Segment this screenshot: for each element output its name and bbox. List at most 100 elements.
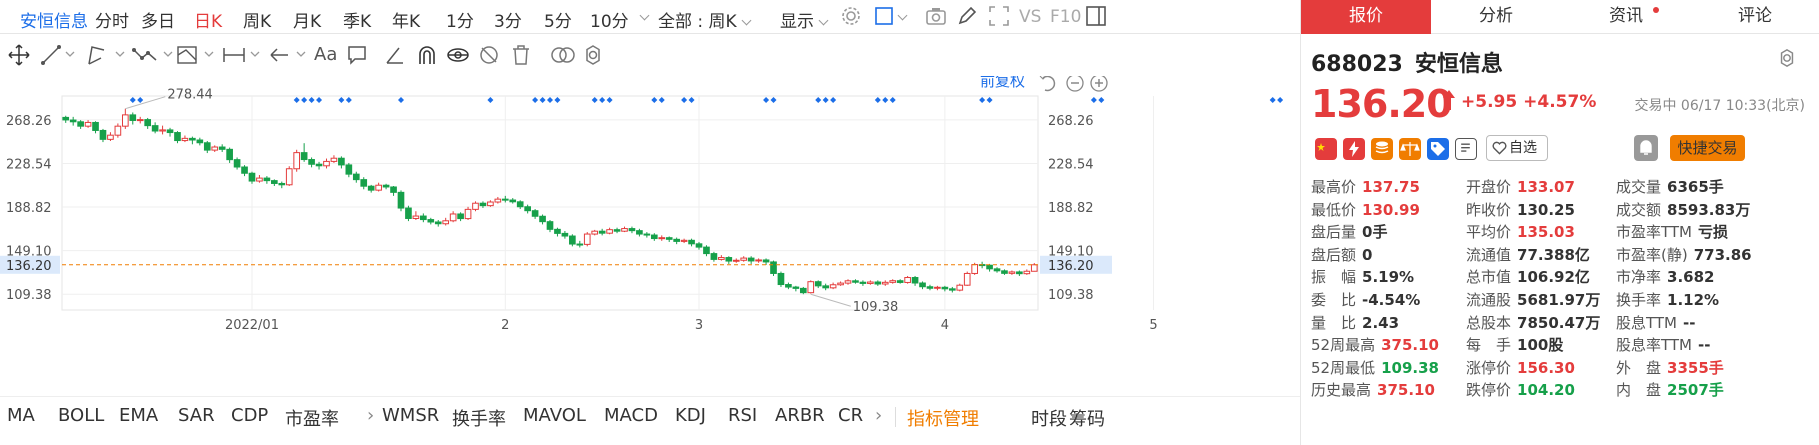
candle [732, 258, 740, 263]
indicator-5[interactable]: 市盈率 [285, 409, 339, 430]
hide-icon[interactable] [478, 44, 500, 66]
period-tab-monthly[interactable]: 月K [293, 12, 322, 32]
candle [755, 258, 762, 263]
period-tab-intraday[interactable]: 分时 [95, 12, 129, 32]
period-tab-daily[interactable]: 日K [194, 12, 223, 32]
period-tab-10min[interactable]: 10分 [590, 12, 629, 32]
indicator-8[interactable]: MAVOL [523, 405, 586, 426]
quick-trade-button[interactable]: 快捷交易 [1670, 135, 1745, 161]
chart-grid [61, 95, 1154, 311]
candle [226, 147, 233, 163]
quote-cell: 振 幅 5.19% [1311, 266, 1414, 290]
zoom-out-icon[interactable] [1066, 76, 1084, 92]
square-dropdown-caret[interactable] [893, 7, 908, 27]
tab-news[interactable]: 资讯 [1609, 6, 1643, 26]
vs-button[interactable]: VS [1019, 7, 1042, 27]
period-tab-weekly[interactable]: 周K [243, 12, 272, 32]
database-icon[interactable] [1371, 138, 1393, 160]
indicator-manager-button[interactable]: 指标管理 [907, 409, 979, 430]
gear-icon[interactable] [1777, 48, 1797, 68]
text-icon[interactable]: Aa [314, 44, 338, 65]
indicator-4[interactable]: CDP [231, 405, 269, 426]
indicator-scroll-caret[interactable]: › [367, 405, 375, 426]
all-period-dropdown[interactable]: 全部 : 周K [658, 7, 752, 32]
candle [174, 131, 181, 144]
camera-icon[interactable] [925, 5, 947, 27]
stock-name-link[interactable]: 安恒信息 [20, 12, 88, 32]
period-tab-multiday[interactable]: 多日 [141, 12, 175, 32]
quote-cell: 最高价 137.75 [1311, 176, 1420, 200]
compare-icon[interactable] [550, 44, 576, 66]
eye-icon[interactable] [446, 44, 470, 66]
candle [926, 284, 934, 291]
indicator-10[interactable]: KDJ [675, 405, 706, 426]
candle [285, 166, 293, 186]
event-marker [539, 97, 546, 103]
china-flag-icon[interactable] [1315, 138, 1337, 160]
indicator-bar: MA BOLL EMA SAR CDP 市盈率 WMSR 换手率 MAVOL MACD KDJ RSI… [0, 396, 1300, 436]
channel-icon[interactable] [86, 44, 126, 66]
quote-cell: 每 手 100股 [1466, 334, 1563, 358]
lightning-icon[interactable] [1343, 138, 1365, 160]
indicator-2[interactable]: EMA [119, 405, 159, 426]
quote-label: 股息率TTM [1616, 336, 1693, 355]
square-icon[interactable] [873, 5, 895, 27]
settings-icon[interactable] [582, 44, 604, 66]
comment-icon[interactable] [346, 44, 368, 66]
adjust-mode-button[interactable]: 前复权 [980, 76, 1025, 90]
tab-analysis[interactable]: 分析 [1479, 6, 1513, 26]
fullscreen-icon[interactable] [988, 5, 1010, 27]
indicator-next-caret[interactable]: › [875, 405, 883, 426]
candle [807, 280, 815, 294]
wave-icon[interactable] [132, 44, 174, 66]
zoom-in-icon[interactable] [1090, 76, 1108, 92]
price-tick-label: 109.38 [1048, 288, 1094, 303]
candle [621, 226, 628, 233]
pencil-icon[interactable] [956, 5, 978, 27]
indicator-13[interactable]: CR [838, 405, 864, 426]
quote-label: 每 手 [1466, 336, 1512, 355]
line-icon[interactable] [40, 44, 76, 66]
indicator-6[interactable]: WMSR [382, 405, 440, 426]
scale-icon[interactable] [1399, 138, 1421, 160]
period-tab-yearly[interactable]: 年K [392, 12, 421, 32]
candle [390, 185, 397, 196]
ruler-icon[interactable] [384, 44, 406, 66]
period-tab-3min[interactable]: 3分 [494, 12, 522, 32]
panel-toggle-icon[interactable] [1085, 5, 1107, 27]
indicator-9[interactable]: MACD [604, 405, 658, 426]
indicator-11[interactable]: RSI [728, 405, 758, 426]
undo-icon[interactable] [1039, 76, 1056, 92]
arrow-icon[interactable] [268, 44, 308, 66]
event-marker [532, 97, 539, 103]
tab-quote[interactable]: 报价 [1301, 0, 1431, 34]
period-more-caret[interactable] [635, 7, 650, 27]
note-icon[interactable] [1455, 138, 1477, 160]
candle [904, 275, 911, 284]
chip-distribution-button[interactable]: 筹码 [1069, 409, 1105, 430]
period-tab-5min[interactable]: 5分 [544, 12, 572, 32]
indicator-12[interactable]: ARBR [775, 405, 825, 426]
session-button[interactable]: 时段 [1031, 409, 1067, 430]
indicator-3[interactable]: SAR [178, 405, 215, 426]
bell-icon[interactable] [1634, 135, 1658, 161]
magnet-icon[interactable] [416, 44, 438, 66]
indicator-7[interactable]: 换手率 [452, 409, 506, 430]
period-tab-quarterly[interactable]: 季K [343, 12, 372, 32]
candle [256, 175, 263, 183]
f10-button[interactable]: F10 [1050, 7, 1082, 27]
indicator-1[interactable]: BOLL [58, 405, 105, 426]
measure-icon[interactable] [222, 44, 262, 66]
period-tab-1min[interactable]: 1分 [446, 12, 474, 32]
display-dropdown[interactable]: 显示 [780, 7, 829, 32]
gear-icon[interactable] [840, 5, 862, 27]
indicator-0[interactable]: MA [7, 405, 35, 426]
fib-icon[interactable] [176, 44, 216, 66]
add-watchlist-button[interactable]: 自选 [1486, 135, 1548, 161]
tag-icon[interactable] [1427, 138, 1449, 160]
tab-comments[interactable]: 评论 [1738, 6, 1772, 26]
move-icon[interactable] [8, 44, 30, 66]
trash-icon[interactable] [510, 44, 532, 66]
candle [509, 198, 517, 204]
